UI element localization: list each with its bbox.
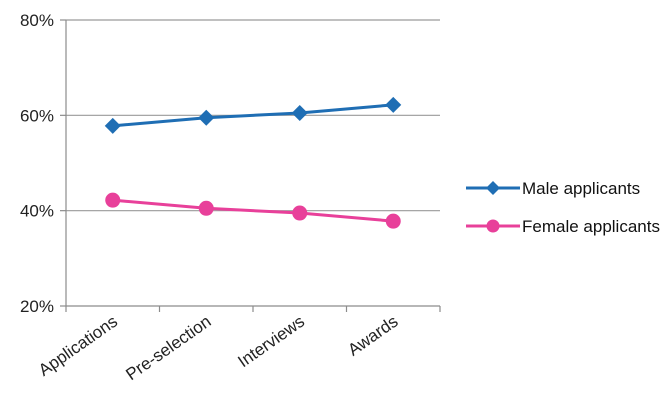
data-point (291, 104, 308, 121)
x-axis-ticks (65, 306, 441, 312)
legend: Male applicants Female applicants (466, 179, 660, 236)
x-tick-label: Applications (35, 312, 121, 380)
y-tick-label: 20% (20, 297, 54, 316)
gridlines (60, 19, 440, 307)
data-point (104, 117, 121, 134)
series-layer (104, 96, 402, 229)
y-tick-label: 60% (20, 106, 54, 125)
legend-label: Male applicants (522, 179, 640, 198)
legend-marker (486, 181, 500, 195)
x-axis-tick-labels: Applications Pre-selection Interviews Award… (35, 312, 401, 384)
data-point (105, 192, 121, 208)
x-tick-label: Pre-selection (122, 312, 214, 384)
data-point (198, 109, 215, 126)
legend-item: Female applicants (466, 217, 660, 236)
data-point (198, 200, 214, 216)
legend-item: Male applicants (466, 179, 640, 198)
y-tick-label: 40% (20, 202, 54, 221)
legend-marker (486, 219, 500, 233)
series-line (112, 198, 394, 223)
data-point (292, 205, 308, 221)
y-tick-label: 80% (20, 11, 54, 30)
axes (65, 20, 440, 307)
x-tick-label: Awards (344, 312, 401, 360)
data-point (385, 213, 401, 229)
data-point (385, 96, 402, 113)
series-2 (105, 192, 401, 229)
legend-label: Female applicants (522, 217, 660, 236)
series-line (112, 103, 394, 128)
series-1 (104, 96, 402, 134)
y-axis-tick-labels: 20% 40% 60% 80% (20, 11, 54, 316)
x-tick-label: Interviews (234, 312, 308, 371)
